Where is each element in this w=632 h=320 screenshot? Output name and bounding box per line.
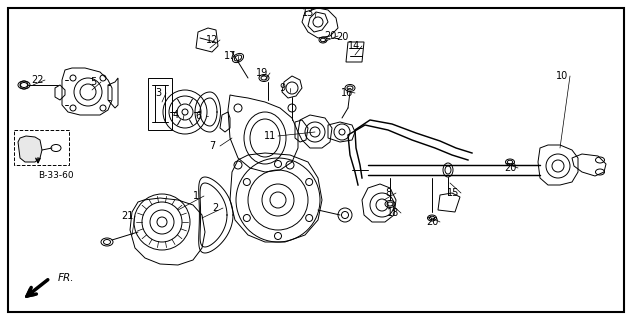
Text: 3: 3 <box>155 88 161 98</box>
Text: 20: 20 <box>324 31 336 41</box>
Text: 18: 18 <box>387 208 399 218</box>
Text: 13: 13 <box>302 8 314 18</box>
Text: 1: 1 <box>193 191 199 201</box>
Text: 9: 9 <box>279 83 285 93</box>
Text: 17: 17 <box>224 51 236 61</box>
Text: 22: 22 <box>31 75 43 85</box>
Bar <box>14 130 69 165</box>
Text: 20: 20 <box>336 32 348 42</box>
Text: 8: 8 <box>385 188 391 198</box>
Text: 10: 10 <box>556 71 568 81</box>
Text: 2: 2 <box>212 203 218 213</box>
Text: 20: 20 <box>504 163 516 173</box>
Text: 14: 14 <box>348 41 360 51</box>
Text: 21: 21 <box>121 211 133 221</box>
Text: 12: 12 <box>206 35 218 45</box>
Polygon shape <box>18 136 42 162</box>
Text: 19: 19 <box>256 68 268 78</box>
Text: 6: 6 <box>195 111 201 121</box>
Text: 16: 16 <box>341 88 353 98</box>
Text: 11: 11 <box>264 131 276 141</box>
Text: FR.: FR. <box>58 273 75 283</box>
Text: 15: 15 <box>447 188 459 198</box>
Text: 5: 5 <box>90 77 96 87</box>
Text: 7: 7 <box>209 141 215 151</box>
Text: B-33-60: B-33-60 <box>38 171 73 180</box>
Text: 4: 4 <box>173 110 179 120</box>
Text: 20: 20 <box>426 217 438 227</box>
